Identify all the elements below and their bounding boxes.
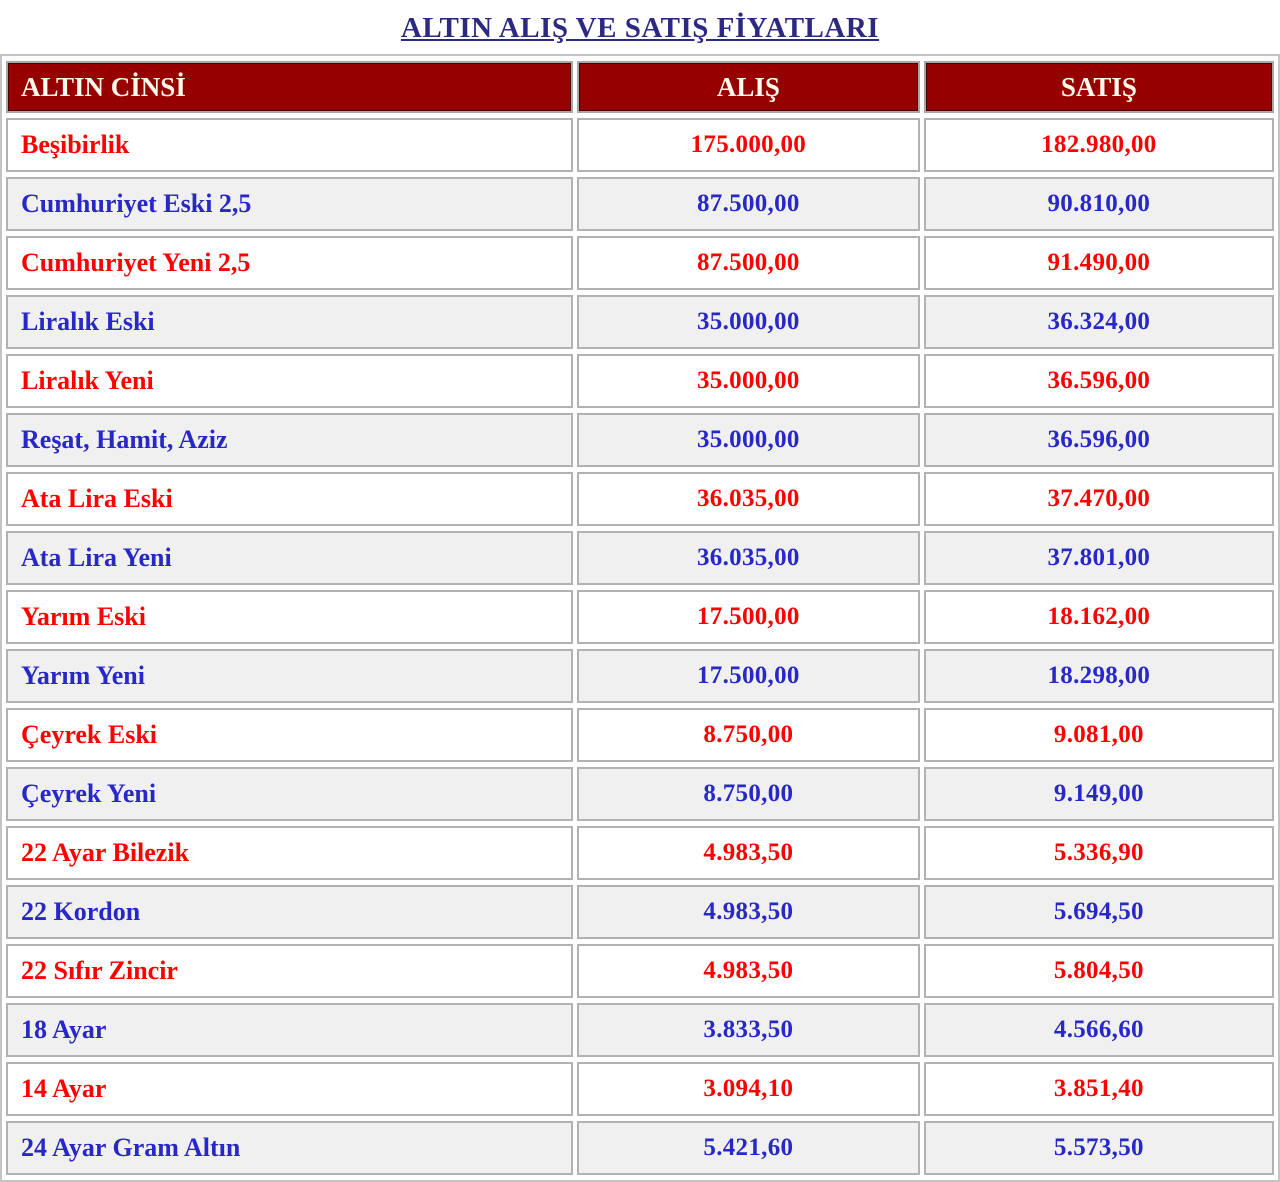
sell-price-value: 18.162,00	[923, 590, 1274, 644]
table-row: Reşat, Hamit, Aziz 35.000,00 36.596,00	[6, 413, 1274, 467]
table-row: Liralık Yeni 35.000,00 36.596,00	[6, 354, 1274, 408]
table-row: Ata Lira Yeni 36.035,00 37.801,00	[6, 531, 1274, 585]
table-row: 22 Kordon 4.983,50 5.694,50	[6, 885, 1274, 939]
buy-price-value: 4.983,50	[577, 944, 920, 998]
buy-price-value: 4.983,50	[577, 885, 920, 939]
buy-price-value: 35.000,00	[577, 354, 920, 408]
gold-type-label: 22 Kordon	[6, 885, 573, 939]
table-row: 18 Ayar 3.833,50 4.566,60	[6, 1003, 1274, 1057]
buy-price-value: 35.000,00	[577, 413, 920, 467]
table-body: Beşibirlik 175.000,00 182.980,00 Cumhuriyet…	[6, 118, 1274, 1175]
table-row: Liralık Eski 35.000,00 36.324,00	[6, 295, 1274, 349]
gold-type-label: Ata Lira Eski	[6, 472, 573, 526]
sell-price-value: 5.573,50	[923, 1121, 1274, 1175]
gold-type-label: Beşibirlik	[6, 118, 573, 172]
gold-type-label: Ata Lira Yeni	[6, 531, 573, 585]
gold-type-label: Cumhuriyet Eski 2,5	[6, 177, 573, 231]
gold-type-label: Çeyrek Eski	[6, 708, 573, 762]
sell-price-value: 9.081,00	[923, 708, 1274, 762]
sell-price-value: 90.810,00	[923, 177, 1274, 231]
table-row: Yarım Yeni 17.500,00 18.298,00	[6, 649, 1274, 703]
sell-price-value: 5.694,50	[923, 885, 1274, 939]
table-row: 22 Sıfır Zincir 4.983,50 5.804,50	[6, 944, 1274, 998]
gold-type-label: Reşat, Hamit, Aziz	[6, 413, 573, 467]
buy-price-value: 3.833,50	[577, 1003, 920, 1057]
sell-price-value: 36.596,00	[923, 354, 1274, 408]
buy-price-value: 8.750,00	[577, 767, 920, 821]
gold-type-label: Yarım Eski	[6, 590, 573, 644]
gold-type-label: Cumhuriyet Yeni 2,5	[6, 236, 573, 290]
gold-type-label: Yarım Yeni	[6, 649, 573, 703]
buy-price-value: 8.750,00	[577, 708, 920, 762]
sell-price-value: 4.566,60	[923, 1003, 1274, 1057]
sell-price-value: 182.980,00	[923, 118, 1274, 172]
sell-price-value: 36.324,00	[923, 295, 1274, 349]
gold-type-label: 22 Sıfır Zincir	[6, 944, 573, 998]
header-buy-price: ALIŞ	[577, 61, 920, 113]
sell-price-value: 37.470,00	[923, 472, 1274, 526]
table-row: Çeyrek Yeni 8.750,00 9.149,00	[6, 767, 1274, 821]
page-title: ALTIN ALIŞ VE SATIŞ FİYATLARI	[400, 12, 880, 44]
sell-price-value: 37.801,00	[923, 531, 1274, 585]
gold-type-label: 18 Ayar	[6, 1003, 573, 1057]
gold-type-label: 24 Ayar Gram Altın	[6, 1121, 573, 1175]
table-row: Cumhuriyet Eski 2,5 87.500,00 90.810,00	[6, 177, 1274, 231]
table-row: 24 Ayar Gram Altın 5.421,60 5.573,50	[6, 1121, 1274, 1175]
buy-price-value: 4.983,50	[577, 826, 920, 880]
buy-price-value: 3.094,10	[577, 1062, 920, 1116]
buy-price-value: 5.421,60	[577, 1121, 920, 1175]
buy-price-value: 36.035,00	[577, 472, 920, 526]
gold-type-label: Çeyrek Yeni	[6, 767, 573, 821]
sell-price-value: 5.336,90	[923, 826, 1274, 880]
table-header-row: ALTIN CİNSİ ALIŞ SATIŞ	[6, 61, 1274, 113]
gold-type-label: Liralık Yeni	[6, 354, 573, 408]
table-row: Cumhuriyet Yeni 2,5 87.500,00 91.490,00	[6, 236, 1274, 290]
buy-price-value: 17.500,00	[577, 649, 920, 703]
header-gold-type: ALTIN CİNSİ	[6, 61, 573, 113]
gold-type-label: 14 Ayar	[6, 1062, 573, 1116]
header-sell-price: SATIŞ	[923, 61, 1274, 113]
buy-price-value: 36.035,00	[577, 531, 920, 585]
sell-price-value: 9.149,00	[923, 767, 1274, 821]
sell-price-value: 5.804,50	[923, 944, 1274, 998]
sell-price-value: 36.596,00	[923, 413, 1274, 467]
sell-price-value: 3.851,40	[923, 1062, 1274, 1116]
table-row: Yarım Eski 17.500,00 18.162,00	[6, 590, 1274, 644]
table-row: 14 Ayar 3.094,10 3.851,40	[6, 1062, 1274, 1116]
buy-price-value: 175.000,00	[577, 118, 920, 172]
table-row: Beşibirlik 175.000,00 182.980,00	[6, 118, 1274, 172]
table-row: Çeyrek Eski 8.750,00 9.081,00	[6, 708, 1274, 762]
sell-price-value: 91.490,00	[923, 236, 1274, 290]
table-row: 22 Ayar Bilezik 4.983,50 5.336,90	[6, 826, 1274, 880]
sell-price-value: 18.298,00	[923, 649, 1274, 703]
buy-price-value: 87.500,00	[577, 236, 920, 290]
table-row: Ata Lira Eski 36.035,00 37.470,00	[6, 472, 1274, 526]
buy-price-value: 87.500,00	[577, 177, 920, 231]
gold-type-label: Liralık Eski	[6, 295, 573, 349]
gold-prices-table: ALTIN CİNSİ ALIŞ SATIŞ Beşibirlik 175.000…	[0, 54, 1280, 1182]
gold-type-label: 22 Ayar Bilezik	[6, 826, 573, 880]
buy-price-value: 17.500,00	[577, 590, 920, 644]
buy-price-value: 35.000,00	[577, 295, 920, 349]
